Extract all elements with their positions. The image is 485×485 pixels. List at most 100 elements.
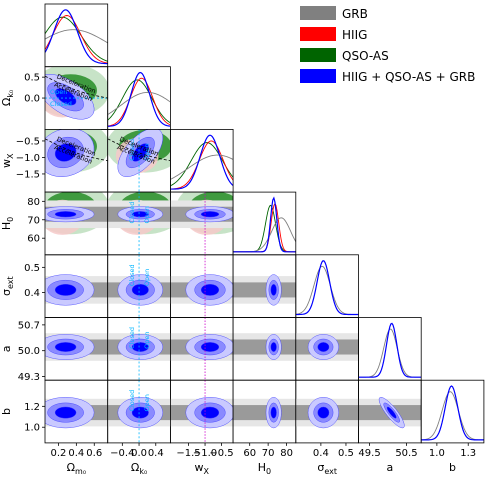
y-axis-label-wx: wX [0, 153, 15, 168]
legend-label-0: GRB [342, 7, 368, 21]
legend-label-1: HIIG [342, 28, 367, 42]
combined-contour-3 [131, 143, 149, 162]
annot-closed: Closed [128, 327, 136, 349]
panel-sig-sig [295, 254, 359, 318]
y-axis-label-a: a [0, 345, 13, 352]
qso-as-marginal [45, 16, 108, 62]
combined-contour-3 [54, 88, 77, 106]
panel-sig-Om [44, 254, 109, 318]
panel-content [233, 333, 296, 361]
acceleration-boundary [45, 75, 108, 99]
y-tick-label: 0.4 [24, 288, 40, 299]
panel-b-Ok: Closed Open [107, 379, 171, 444]
x-tick-label: 50.5 [395, 448, 417, 459]
x-tick-label: −0.4 [110, 448, 134, 459]
combined-marginal [170, 134, 234, 190]
y-tick-label: −1.0 [16, 153, 40, 164]
grb-marginal [170, 154, 234, 180]
annot-open: Open [50, 88, 67, 96]
combined-contour-3 [200, 342, 220, 352]
qso-as-marginal [107, 79, 171, 124]
panel-content [421, 385, 484, 441]
combined-contour-3 [54, 342, 77, 352]
panel-content [233, 196, 296, 253]
panel-a-a [358, 317, 422, 381]
annot-closed: Closed [128, 139, 136, 161]
x-tick-label: −1.0 [193, 448, 217, 459]
x-axis-label-wx: wX [195, 461, 210, 476]
combined-contour-3 [317, 406, 330, 419]
x-tick-label: 1.0 [429, 448, 445, 459]
panel-a-wx [169, 317, 234, 381]
x-axis-label-H0: H0 [258, 461, 271, 476]
panel-content [107, 71, 171, 127]
panel-frame [44, 3, 109, 68]
x-axis-label-Ok: Ωk₀ [131, 461, 147, 476]
panel-content [358, 322, 422, 378]
panel-Om-Om [44, 3, 109, 68]
panel-b-H0 [232, 379, 297, 444]
grb-band-inner [233, 282, 296, 298]
annot-closed: Closed [128, 264, 136, 286]
x-axis-label-a: a [386, 461, 393, 474]
legend-swatch-3 [300, 69, 336, 83]
grb-band-inner [233, 405, 296, 421]
x-axis-label-b: b [449, 461, 456, 474]
combined-contour-3 [317, 342, 330, 352]
y-tick-label: 0.5 [24, 73, 40, 84]
y-tick-label: 50.0 [18, 346, 40, 357]
panel-content [233, 397, 296, 429]
x-tick-label: 0.6 [86, 448, 102, 459]
grb-marginal [233, 217, 296, 253]
y-tick-label: 0.0 [24, 94, 40, 105]
panel-content [45, 397, 108, 429]
panel-H0-Ok: Closed Open [107, 191, 171, 256]
panel-content: Closed Open [107, 254, 171, 318]
panel-frame [420, 379, 485, 444]
combined-contour-3 [54, 143, 77, 162]
y-tick-label: 50.7 [18, 320, 40, 331]
combined-contour-3 [200, 211, 220, 218]
combined-contour-3 [200, 406, 220, 419]
panel-a-sig [295, 317, 359, 381]
x-tick-label: 0.4 [68, 448, 84, 459]
acceleration-boundary [45, 138, 108, 162]
x-tick-label: 60 [243, 448, 256, 459]
combined-contour-3 [54, 406, 77, 419]
panel-b-b [420, 379, 485, 444]
annot-open: Open [143, 143, 151, 160]
annot-open: Open [143, 269, 151, 286]
y-axis-label-b: b [0, 408, 13, 415]
panel-content [170, 380, 234, 443]
x-tick-label: 70 [262, 448, 275, 459]
panel-content [358, 397, 422, 429]
combined-marginal [421, 385, 484, 441]
grb-marginal [295, 265, 359, 315]
x-tick-label: −1.5 [176, 448, 200, 459]
hiig-marginal [107, 77, 171, 127]
annot-closed: Closed [128, 390, 136, 412]
panel-sig-H0 [232, 254, 297, 318]
panel-content [170, 134, 234, 190]
acceleration-boundary [107, 138, 171, 162]
panel-frame [107, 66, 171, 130]
hiig-marginal [45, 15, 108, 64]
panel-content: Closed Open [107, 380, 171, 443]
combined-contour-3 [54, 211, 77, 218]
qso-as-marginal [170, 142, 234, 187]
y-tick-label: 70 [27, 215, 40, 226]
legend-swatch-0 [300, 6, 336, 20]
panel-H0-H0 [232, 191, 297, 256]
combined-marginal [45, 9, 108, 65]
combined-marginal [295, 260, 359, 316]
panel-sig-wx [169, 254, 234, 318]
grb-marginal [421, 391, 484, 441]
panel-a-Ok: Closed Open [107, 317, 171, 381]
panel-H0-wx [169, 191, 234, 256]
